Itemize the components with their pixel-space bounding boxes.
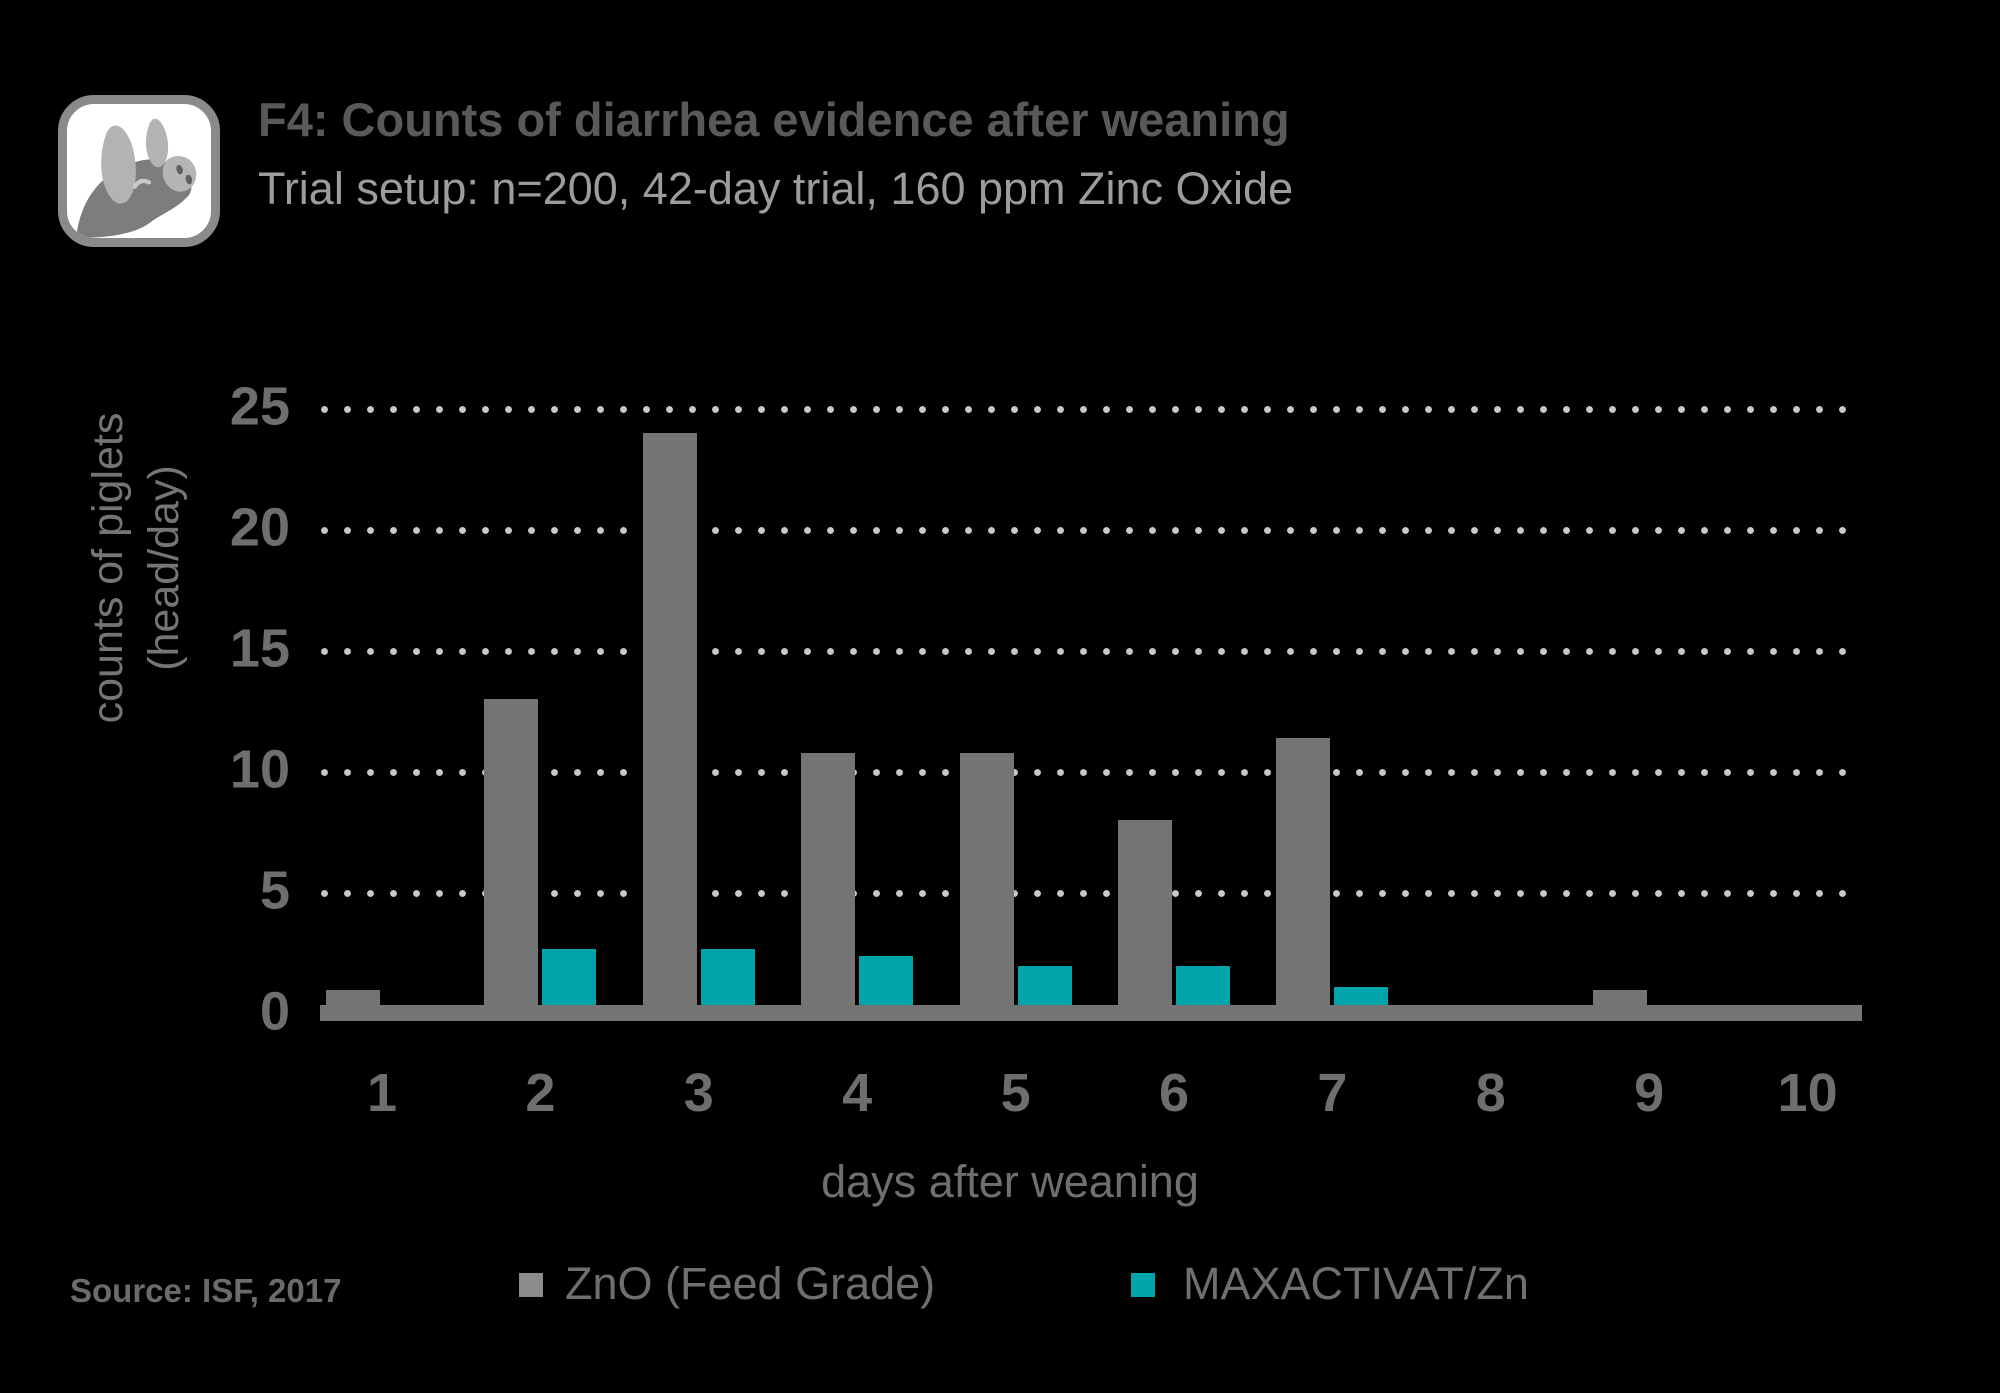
page-subtitle: Trial setup: n=200, 42-day trial, 160 pp… xyxy=(258,163,1294,214)
gridline-15 xyxy=(320,646,1862,656)
gridline-10 xyxy=(320,767,1862,777)
bar-maxactivat-day-6 xyxy=(1176,965,1230,1012)
gridline-20 xyxy=(320,525,1862,535)
pig-icon xyxy=(76,118,197,238)
bar-zno-day-4 xyxy=(801,752,856,1012)
x-tick-label-7: 7 xyxy=(1317,1063,1348,1123)
x-tick-label-4: 4 xyxy=(842,1063,873,1123)
x-tick-label-5: 5 xyxy=(1000,1063,1031,1123)
bar-zno-day-3 xyxy=(642,433,697,1012)
x-tick-label-6: 6 xyxy=(1158,1063,1190,1123)
page-title: F4: Counts of diarrhea evidence after we… xyxy=(258,93,1290,146)
x-tick-label-2: 2 xyxy=(525,1063,556,1123)
bar-maxactivat-day-5 xyxy=(1017,965,1072,1012)
y-tick-label-15: 15 xyxy=(229,618,290,679)
x-tick-label-1: 1 xyxy=(366,1063,398,1123)
bar-zno-day-7 xyxy=(1276,738,1331,1012)
x-tick-label-3: 3 xyxy=(683,1063,714,1123)
legend-label-maxactivat: MAXACTIVAT/Zn xyxy=(1183,1258,1529,1309)
bar-zno-day-2 xyxy=(484,699,539,1012)
y-tick-label-0: 0 xyxy=(259,981,290,1042)
x-axis-line xyxy=(320,1005,1862,1021)
bar-maxactivat-day-3 xyxy=(700,948,755,1012)
x-tick-label-8: 8 xyxy=(1475,1063,1506,1123)
y-tick-label-25: 25 xyxy=(229,376,290,437)
bar-maxactivat-day-2 xyxy=(542,948,597,1012)
gridline-25 xyxy=(320,404,1862,414)
gridline-5 xyxy=(320,888,1862,898)
pig-logo xyxy=(58,95,220,247)
y-tick-label-20: 20 xyxy=(229,497,290,558)
maxactivat-swatch-icon xyxy=(1131,1273,1155,1297)
zno-swatch-icon xyxy=(519,1273,543,1297)
bar-zno-day-5 xyxy=(959,752,1014,1012)
bar-zno-day-6 xyxy=(1118,820,1172,1012)
x-tick-label-9: 9 xyxy=(1634,1063,1665,1123)
y-tick-label-5: 5 xyxy=(259,860,290,921)
y-tick-label-10: 10 xyxy=(229,739,290,800)
source-note: Source: ISF, 2017 xyxy=(70,1272,342,1309)
bar-maxactivat-day-4 xyxy=(859,955,914,1012)
x-tick-label-10: 10 xyxy=(1777,1063,1838,1123)
legend-label-zno: ZnO (Feed Grade) xyxy=(565,1258,936,1309)
x-axis-label: days after weaning xyxy=(821,1156,1199,1207)
